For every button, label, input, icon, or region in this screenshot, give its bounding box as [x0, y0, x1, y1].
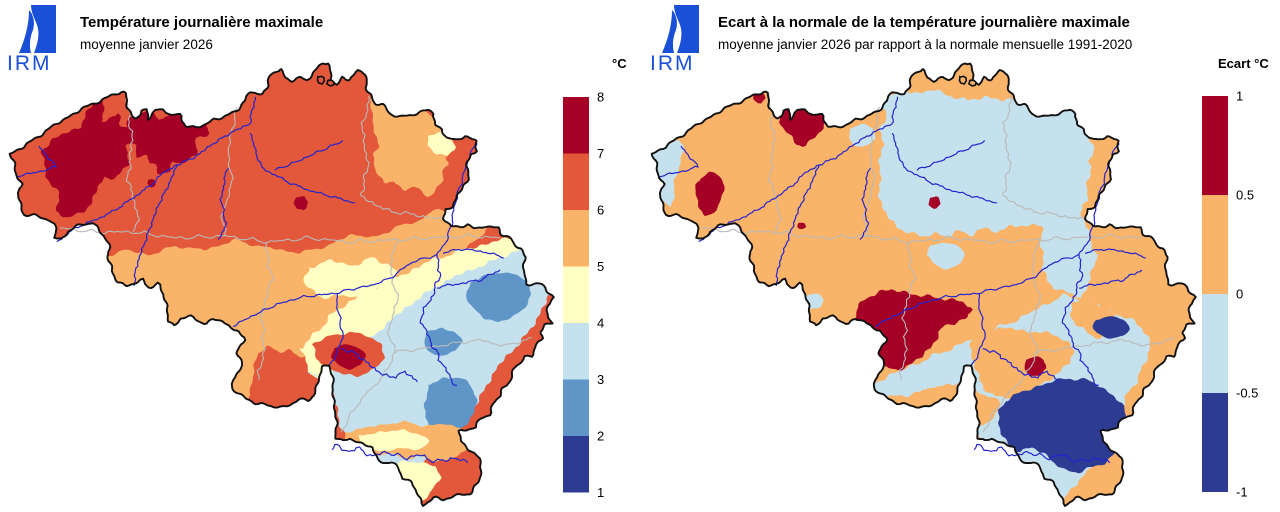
- svg-text:4: 4: [597, 316, 604, 331]
- svg-text:-0.5: -0.5: [1236, 386, 1258, 401]
- svg-text:7: 7: [597, 146, 604, 161]
- svg-text:1: 1: [597, 485, 604, 500]
- svg-text:IRM: IRM: [650, 52, 695, 75]
- svg-text:2: 2: [597, 429, 604, 444]
- svg-text:6: 6: [597, 203, 604, 218]
- svg-text:8: 8: [597, 90, 604, 105]
- svg-text:Ecart à la normale de la tempé: Ecart à la normale de la température jou…: [718, 14, 1130, 31]
- svg-text:Ecart °C: Ecart °C: [1218, 56, 1269, 71]
- svg-text:moyenne janvier 2026 par rappo: moyenne janvier 2026 par rapport à la no…: [718, 37, 1132, 52]
- svg-text:3: 3: [597, 372, 604, 387]
- svg-text:5: 5: [597, 259, 604, 274]
- svg-text:1: 1: [1236, 89, 1243, 104]
- svg-text:0.5: 0.5: [1236, 188, 1254, 203]
- svg-text:IRM: IRM: [7, 52, 52, 75]
- svg-text:-1: -1: [1236, 485, 1248, 500]
- svg-text:°C: °C: [612, 56, 627, 71]
- svg-text:0: 0: [1236, 287, 1243, 302]
- svg-text:Température journalière maxima: Température journalière maximale: [80, 14, 323, 31]
- svg-text:moyenne janvier 2026: moyenne janvier 2026: [80, 37, 213, 52]
